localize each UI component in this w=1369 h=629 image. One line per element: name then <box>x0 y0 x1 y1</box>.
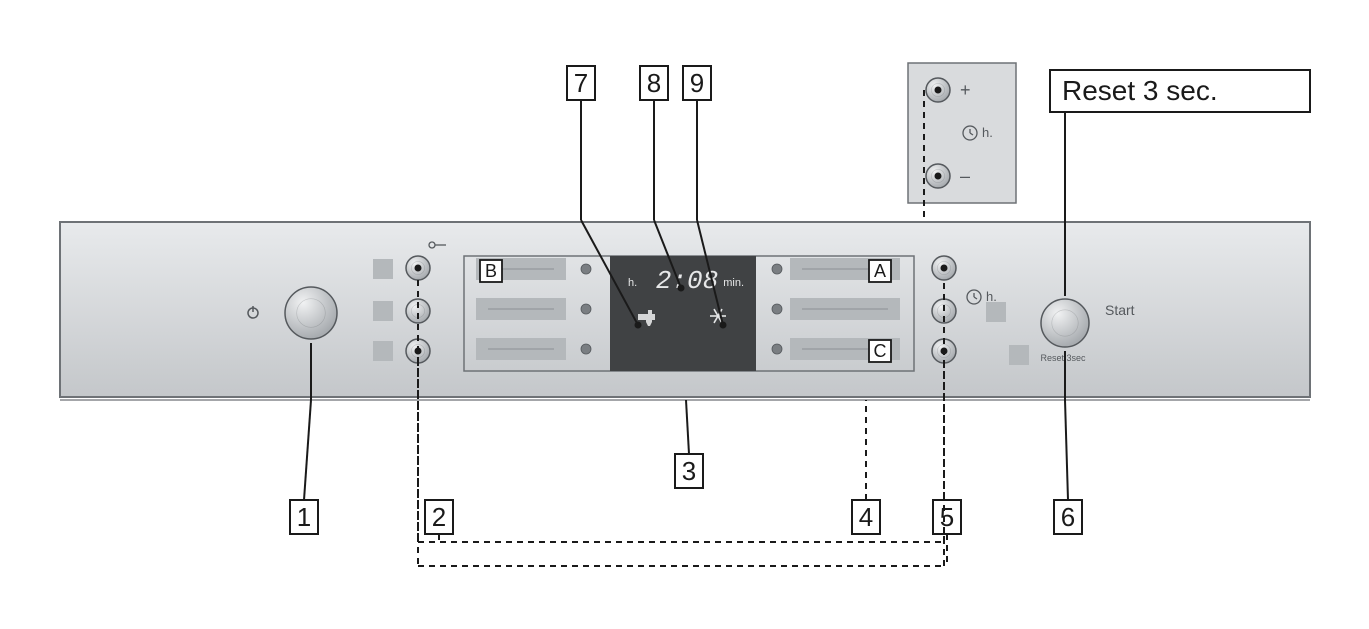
inset-h-label: h. <box>982 125 993 140</box>
leader-dot <box>941 348 948 355</box>
display-h-label: h. <box>628 277 637 289</box>
program-slot <box>476 298 566 320</box>
leader-dot <box>415 265 422 272</box>
letter-label-C: C <box>874 341 887 361</box>
letter-label-A: A <box>874 261 886 281</box>
reset-3sec-label: Reset 3sec <box>1040 353 1086 363</box>
callout-5: 5 <box>933 500 961 534</box>
callout-3: 3 <box>675 454 703 488</box>
indicator-led <box>772 264 782 274</box>
leader-dot <box>941 265 948 272</box>
indicator-led <box>581 344 591 354</box>
callout-9: 9 <box>683 66 711 100</box>
callout-6: 6 <box>1054 500 1082 534</box>
svg-text:7: 7 <box>574 68 588 98</box>
indicator-led <box>772 304 782 314</box>
leader-dot <box>720 322 727 329</box>
callout-8: 8 <box>640 66 668 100</box>
option-indicator-0 <box>986 302 1006 322</box>
leader-line <box>304 400 311 500</box>
leader-line <box>686 400 689 454</box>
start-button[interactable] <box>1041 299 1089 347</box>
letter-label-B: B <box>485 261 497 281</box>
leader-dot <box>635 322 642 329</box>
callout-4: 4 <box>852 500 880 534</box>
svg-text:6: 6 <box>1061 502 1075 532</box>
svg-text:9: 9 <box>690 68 704 98</box>
minus-label: – <box>960 166 970 186</box>
leader-dot <box>678 285 685 292</box>
leader-line <box>1065 400 1068 500</box>
leader-dot <box>935 87 942 94</box>
program-indicator-0 <box>373 259 393 279</box>
svg-text:3: 3 <box>682 456 696 486</box>
power-button[interactable] <box>285 287 337 339</box>
callout-1: 1 <box>290 500 318 534</box>
clock-h-label: h. <box>986 289 997 304</box>
svg-text:1: 1 <box>297 502 311 532</box>
svg-text:8: 8 <box>647 68 661 98</box>
start-indicator <box>1009 345 1029 365</box>
reset-callout-label: Reset 3 sec. <box>1062 75 1218 106</box>
program-indicator-1 <box>373 301 393 321</box>
indicator-led <box>581 264 591 274</box>
svg-text:4: 4 <box>859 502 873 532</box>
program-slot <box>790 298 900 320</box>
indicator-led <box>772 344 782 354</box>
callout-2: 2 <box>425 500 453 534</box>
start-label: Start <box>1105 302 1135 318</box>
svg-text:5: 5 <box>940 502 954 532</box>
svg-text:2: 2 <box>432 502 446 532</box>
callout-7: 7 <box>567 66 595 100</box>
program-indicator-2 <box>373 341 393 361</box>
leader-dot <box>415 348 422 355</box>
program-slot <box>476 338 566 360</box>
indicator-led <box>581 304 591 314</box>
plus-label: + <box>960 80 971 100</box>
display-min-label: min. <box>723 277 744 289</box>
leader-dot <box>935 173 942 180</box>
